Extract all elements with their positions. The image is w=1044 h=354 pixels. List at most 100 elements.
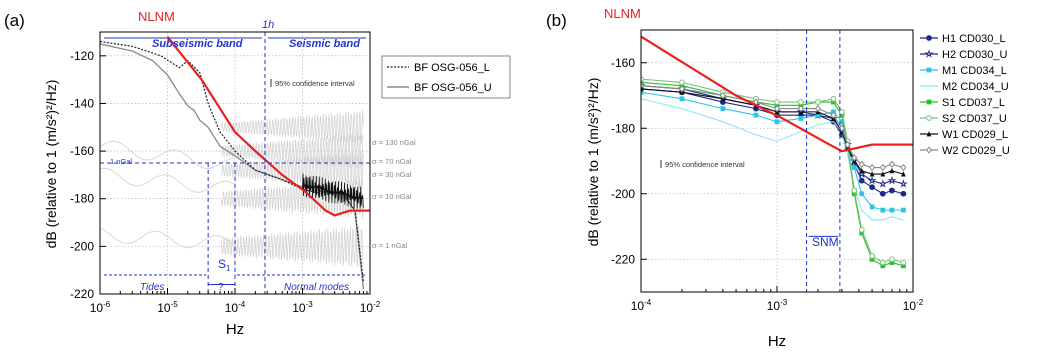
legend-b-label-m1-cd034-l: M1 CD034_L <box>942 65 1007 77</box>
panel-a-annotations: Subseismic band Seismic band 1h NLNM 95%… <box>100 9 416 294</box>
point-w2-cd029-u <box>888 160 895 168</box>
panel-b-grid <box>641 30 913 292</box>
panel-b-xtick-label-base: 10 <box>903 299 917 313</box>
seismic-band-label: Seismic band <box>289 38 360 50</box>
legend-b-marker-s2-cd037-u <box>926 115 932 121</box>
panel-a-xtick-label-base: 10 <box>157 301 171 315</box>
point-s2-cd037-u <box>679 79 685 86</box>
point-m1-cd034-l <box>880 207 886 213</box>
panel-b-ytick-label: -160 <box>611 56 635 70</box>
one-hour-label: 1h <box>262 19 274 31</box>
series-h1-cd030-l <box>641 88 904 195</box>
panel-b-label: (b) <box>546 11 567 30</box>
point-s1-cd037-l <box>831 99 836 105</box>
panel-a: (a) Subseismic band Seismic band 1h NLNM… <box>4 9 511 338</box>
legend-b-marker-w1-cd029-l <box>926 131 932 137</box>
panel-a-xtick-label-base: 10 <box>225 301 239 315</box>
panel-a-xtick-label: 10-4 <box>225 300 246 315</box>
panel-b-annotations: NLNM 95% confidence interval SNM <box>604 6 841 292</box>
sigma-130-label: σ = 130 nGal <box>372 138 416 147</box>
normal-modes-label: Normal modes <box>284 282 349 293</box>
legend-b-marker-h1-cd030-l <box>926 35 932 41</box>
point-s1-cd037-l <box>839 112 845 118</box>
panel-a-xtick-label-exp: -4 <box>238 300 246 309</box>
point-h2-cd030-u <box>887 175 897 185</box>
sigma-1-label: σ = 1 nGal <box>372 241 408 250</box>
point-w2-cd029-u <box>858 160 865 168</box>
series-nlnm-b <box>641 35 913 153</box>
panel-a-ytick-label: -120 <box>70 49 94 63</box>
point-m1-cd034-l <box>889 207 895 213</box>
point-s1-cd037-l <box>901 263 906 269</box>
s1-label: S1 <box>218 257 231 273</box>
point-s1-cd037-l <box>859 230 865 236</box>
point-w1-cd029-l <box>901 171 906 177</box>
noise-trace <box>221 110 364 144</box>
point-h2-cd030-u <box>878 179 888 188</box>
series-w1-cd029-l <box>641 88 904 175</box>
smooth-grey-trace <box>100 227 236 249</box>
point-w2-cd029-u <box>900 163 907 172</box>
tides-label: Tides <box>140 282 164 293</box>
point-m1-cd034-l <box>851 165 857 170</box>
series-nlnm-a <box>166 36 370 217</box>
point-s2-cd037-u <box>798 99 804 105</box>
panel-b-series <box>641 35 913 269</box>
panel-a-ytick-label: -160 <box>70 144 94 158</box>
panel-a-xtick-label: 10-3 <box>292 300 313 315</box>
series-m2-cd034-u <box>641 98 904 221</box>
panel-a-background-traces <box>100 110 364 268</box>
legend-b-label-w2-cd029-u: W2 CD029_U <box>942 145 1010 157</box>
point-w2-cd029-u <box>678 85 685 93</box>
panel-b-ylabel: dB (relative to 1 (m/s²)²/Hz) <box>585 78 601 247</box>
point-s2-cd037-u <box>869 253 875 259</box>
point-s2-cd037-u <box>900 259 907 266</box>
sigma-10-label: σ = 10 nGal <box>372 192 412 201</box>
point-s2-cd037-u <box>641 76 644 83</box>
point-h1-cd030-l <box>889 187 895 194</box>
legend-a-label-0: BF OSG-056_L <box>414 62 490 74</box>
point-s1-cd037-l <box>880 263 886 269</box>
point-w1-cd029-l <box>859 167 865 174</box>
legend-b-label-w1-cd029-l: W1 CD029_L <box>942 129 1008 141</box>
point-w2-cd029-u <box>869 163 876 172</box>
panel-a-xtick-label-exp: -3 <box>306 300 314 309</box>
noise-trace <box>221 151 364 189</box>
point-w2-cd029-u <box>797 104 804 113</box>
legend-a-label-1: BF OSG-056_U <box>414 82 492 94</box>
panel-a-axes: 10-6 10-5 10-4 10-3 10-2-220-200-180-160-140… <box>70 31 381 315</box>
panel-b-ytick-label: -180 <box>611 121 635 135</box>
panel-a-xtick-label-base: 10 <box>360 301 374 315</box>
panel-b-xtick-label: 10-3 <box>767 298 788 313</box>
point-m1-cd034-l <box>679 96 685 102</box>
point-w2-cd029-u <box>851 154 858 162</box>
point-w2-cd029-u <box>719 91 726 100</box>
nlnm-label-b: NLNM <box>604 6 641 21</box>
question-label: ? <box>218 282 224 293</box>
legend-a-box <box>381 55 511 99</box>
point-m1-cd034-l <box>839 119 845 125</box>
series-s2-cd037-u <box>641 78 904 264</box>
panel-b-xtick-label: 10-2 <box>903 298 924 313</box>
point-s2-cd037-u <box>889 256 895 263</box>
subseismic-band-label: Subseismic band <box>152 38 243 50</box>
confidence-label-a: 95% confidence interval <box>275 79 355 88</box>
panel-a-xtick-label-base: 10 <box>292 301 306 315</box>
confidence-label-b: 95% confidence interval <box>665 160 745 169</box>
sigma-70-label: σ = 70 nGal <box>372 157 412 166</box>
point-h2-cd030-u <box>898 179 908 188</box>
noise-trace <box>221 133 364 169</box>
point-w2-cd029-u <box>814 104 821 113</box>
point-m1-cd034-l <box>901 207 906 213</box>
point-w2-cd029-u <box>838 124 845 132</box>
point-w2-cd029-u <box>830 111 837 119</box>
legend-b-label-m2-cd034-u: M2 CD034_U <box>942 81 1009 93</box>
panel-a-ytick-label: -140 <box>70 96 94 110</box>
legend-b-label-h1-cd030-l: H1 CD030_L <box>942 33 1006 45</box>
panel-b-xtick-label: 10-4 <box>631 298 652 313</box>
point-w2-cd029-u <box>879 163 886 172</box>
point-s1-cd037-l <box>641 80 644 85</box>
panel-a-xtick-label-base: 10 <box>90 301 104 315</box>
